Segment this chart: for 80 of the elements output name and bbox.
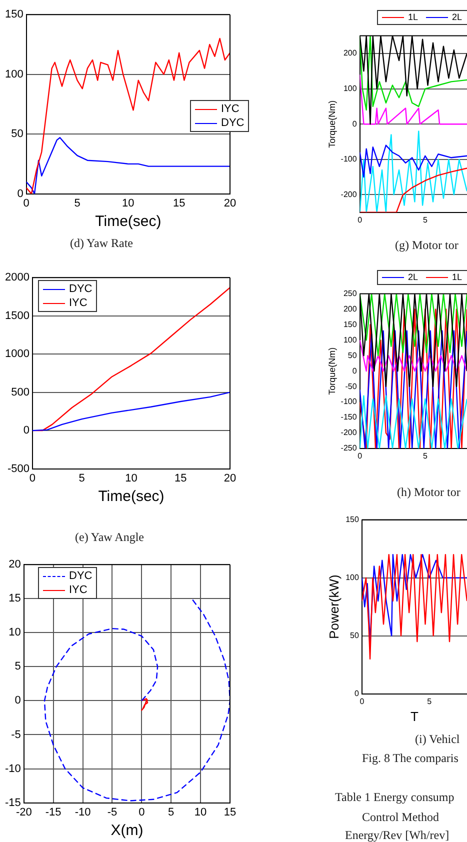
legend-label: DYC	[68, 569, 92, 583]
y-tick-label: 50	[350, 631, 360, 640]
y-tick-label: 150	[346, 515, 360, 524]
y-axis-title: Power(kW)	[326, 574, 342, 639]
text: (e) Yaw Angle	[75, 530, 144, 545]
y-tick-label: 200	[343, 304, 358, 314]
y-tick-label: 0	[352, 119, 358, 128]
y-tick-label: 0	[17, 188, 24, 200]
y-tick-label: 100	[343, 84, 358, 93]
caption: Fig. 8 The comparis	[362, 751, 458, 766]
y-tick-label: 100	[343, 335, 358, 344]
y-tick-label: 50	[348, 350, 358, 360]
y-tick-label: -15	[4, 796, 21, 809]
y-tick-label: 20	[8, 558, 21, 571]
y-tick-label: -200	[340, 428, 358, 438]
y-tick-label: 100	[346, 573, 360, 582]
legend-label: IYC	[220, 102, 240, 116]
legend-label: IYC	[68, 296, 88, 310]
legend-label: 1L	[407, 12, 418, 23]
y-tick-label: -50	[345, 382, 358, 391]
y-tick-label: -200	[340, 190, 358, 199]
x-axis-title: T	[410, 708, 418, 724]
y-tick-label: 1500	[4, 310, 30, 322]
y-axis-title: Torque(Nm)	[326, 100, 337, 148]
y-tick-label: 100	[4, 68, 24, 80]
y-tick-label: 15	[8, 592, 21, 605]
text: Energy/Rev [Wh/rev]	[345, 828, 450, 842]
y-tick-label: 200	[343, 48, 358, 58]
legend-label: 2L	[451, 12, 462, 23]
x-tick-label: 5	[78, 472, 85, 484]
y-tick-label: 0	[23, 424, 30, 437]
x-tick-label: 5	[74, 197, 80, 210]
legend-label: DYC	[68, 282, 92, 296]
x-tick-label: 10	[125, 472, 138, 484]
y-tick-label: -100	[340, 154, 358, 164]
x-tick-label: -10	[74, 806, 91, 818]
y-tick-label: 150	[4, 8, 24, 21]
y-tick-label: 1000	[4, 348, 30, 360]
x-tick-label: 5	[168, 806, 174, 818]
y-tick-label: 150	[343, 320, 358, 329]
x-tick-label: 20	[224, 472, 236, 484]
legend-label: 1L	[451, 272, 462, 283]
x-tick-label: 15	[174, 472, 187, 484]
y-tick-label: -5	[11, 728, 21, 741]
y-tick-label: 2000	[4, 272, 30, 284]
y-tick-label: -10	[4, 762, 21, 775]
x-tick-label: 10	[122, 197, 134, 210]
x-tick-label: -15	[45, 806, 62, 818]
text: (d) Yaw Rate	[70, 236, 133, 251]
y-tick-label: 10	[8, 626, 21, 639]
x-axis-title: Time(sec)	[98, 488, 164, 506]
x-tick-label: 20	[224, 197, 236, 210]
line-series	[44, 598, 230, 802]
y-tick-label: -250	[340, 444, 358, 453]
legend-label: DYC	[220, 116, 244, 130]
x-axis-title: X(m)	[110, 822, 144, 840]
x-tick-label: -20	[16, 806, 32, 818]
y-tick-label: 5	[14, 660, 21, 673]
y-tick-label: -500	[7, 462, 30, 475]
y-tick-label: 250	[343, 289, 358, 298]
y-tick-label: -100	[340, 397, 358, 406]
y-tick-label: -150	[340, 412, 358, 422]
text: Control Method	[362, 810, 439, 825]
y-tick-label: 0	[354, 689, 360, 698]
text: (i) Vehicl	[415, 732, 460, 747]
text: (h) Motor tor	[397, 485, 460, 500]
x-tick-label: 15	[172, 197, 186, 210]
y-tick-label: 500	[11, 386, 30, 398]
text: (g) Motor tor	[395, 238, 458, 253]
y-axis-title: Torque(Nm)	[326, 347, 337, 395]
x-tick-label: 0	[138, 806, 145, 818]
x-tick-label: 15	[224, 806, 236, 818]
caption: Table 1 Energy consump	[335, 790, 454, 805]
x-tick-label: -5	[107, 806, 118, 818]
legend-label: IYC	[68, 583, 88, 597]
x-tick-label: 10	[194, 806, 207, 818]
legend-label: 2L	[407, 272, 418, 283]
x-axis-title: Time(sec)	[95, 213, 162, 230]
y-tick-label: 0	[352, 366, 358, 376]
y-tick-label: 50	[11, 128, 24, 140]
